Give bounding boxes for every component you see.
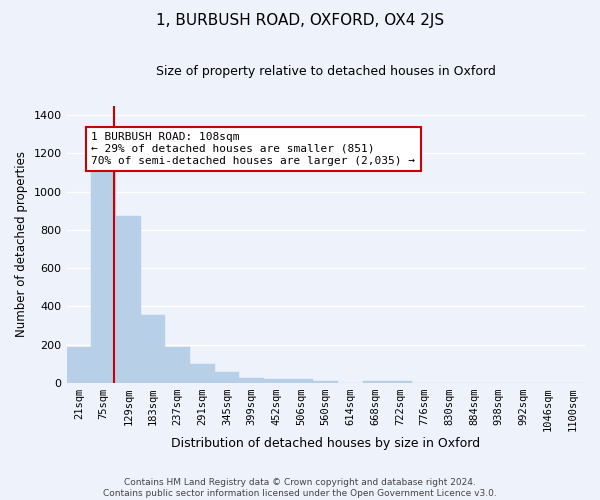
Bar bbox=[239, 378, 264, 383]
Y-axis label: Number of detached properties: Number of detached properties bbox=[15, 151, 28, 337]
Bar bbox=[388, 381, 412, 383]
Bar bbox=[190, 364, 215, 383]
Bar bbox=[264, 378, 289, 383]
Text: 1 BURBUSH ROAD: 108sqm
← 29% of detached houses are smaller (851)
70% of semi-de: 1 BURBUSH ROAD: 108sqm ← 29% of detached… bbox=[91, 132, 415, 166]
Text: 1, BURBUSH ROAD, OXFORD, OX4 2JS: 1, BURBUSH ROAD, OXFORD, OX4 2JS bbox=[156, 12, 444, 28]
X-axis label: Distribution of detached houses by size in Oxford: Distribution of detached houses by size … bbox=[171, 437, 481, 450]
Bar bbox=[116, 216, 140, 383]
Title: Size of property relative to detached houses in Oxford: Size of property relative to detached ho… bbox=[156, 65, 496, 78]
Bar bbox=[140, 315, 165, 383]
Bar bbox=[363, 380, 388, 383]
Bar bbox=[165, 346, 190, 383]
Text: Contains HM Land Registry data © Crown copyright and database right 2024.
Contai: Contains HM Land Registry data © Crown c… bbox=[103, 478, 497, 498]
Bar bbox=[215, 372, 239, 383]
Bar bbox=[289, 380, 313, 383]
Bar bbox=[313, 380, 338, 383]
Bar bbox=[91, 170, 116, 383]
Bar bbox=[67, 346, 91, 383]
